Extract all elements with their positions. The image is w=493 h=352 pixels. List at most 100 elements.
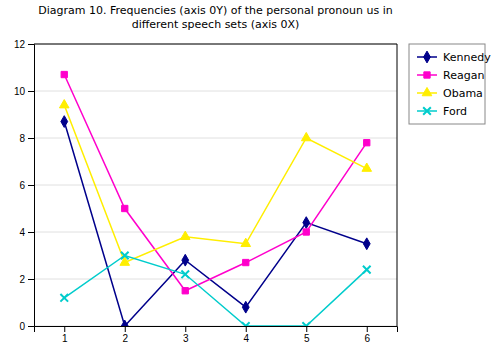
tick-mark <box>28 44 34 45</box>
point <box>241 238 251 246</box>
point <box>242 322 250 326</box>
point <box>363 238 370 250</box>
point <box>61 116 68 128</box>
tick: 4 <box>19 227 34 238</box>
tick-label: 3 <box>183 333 189 344</box>
point <box>243 259 249 265</box>
legend-label: Reagan <box>443 69 484 82</box>
grid <box>34 44 397 326</box>
tick: 0 <box>19 321 34 332</box>
tick-label: 6 <box>19 180 25 191</box>
legend-item: Obama <box>417 87 483 100</box>
point <box>121 252 129 260</box>
point <box>362 163 372 171</box>
legend-symbol <box>423 107 431 115</box>
axis-line <box>35 327 398 333</box>
plot: 123456024681012 <box>14 39 398 344</box>
tick-mark <box>28 185 34 186</box>
point <box>61 71 67 77</box>
point <box>302 322 310 326</box>
chart: Diagram 10. Frequencies (axis 0Y) of the… <box>0 0 493 352</box>
legend-symbol <box>422 87 432 95</box>
grid-line <box>34 232 397 233</box>
y-axis: 0 2 4 6 8 10 12 <box>14 39 35 332</box>
series <box>60 252 370 326</box>
point <box>301 132 311 140</box>
tick: 6 <box>19 180 34 191</box>
point <box>303 217 310 229</box>
frame <box>397 44 398 326</box>
title-line: different speech sets (axis 0X) <box>132 18 300 31</box>
legend-label: Kennedy <box>443 51 491 64</box>
point <box>121 320 128 326</box>
series <box>61 71 370 294</box>
tick-mark <box>28 91 34 92</box>
point <box>122 205 128 211</box>
point <box>242 301 249 313</box>
legend-item: Kennedy <box>417 51 491 64</box>
frame <box>34 44 397 45</box>
grid-line <box>34 44 397 45</box>
point <box>59 100 69 108</box>
legend-item: Ford <box>417 105 467 118</box>
tick-label: 1 <box>62 333 68 344</box>
axis-line <box>28 45 35 327</box>
point <box>60 294 68 302</box>
grid-line <box>34 185 397 186</box>
tick-mark <box>367 326 368 332</box>
title: Diagram 10. Frequencies (axis 0Y) of the… <box>38 4 392 31</box>
tick-label: 12 <box>14 39 26 50</box>
series <box>59 100 371 266</box>
tick-label: 10 <box>14 86 26 97</box>
tick: 2 <box>122 326 128 344</box>
tick-mark <box>64 326 65 332</box>
tick-label: 4 <box>19 227 25 238</box>
grid-line <box>34 279 397 280</box>
tick: 5 <box>304 326 310 344</box>
grid-line <box>34 138 397 139</box>
tick-mark <box>28 326 34 327</box>
x-axis: 1 2 3 4 5 6 <box>35 326 398 344</box>
tick: 10 <box>14 86 34 97</box>
tick-label: 2 <box>19 274 25 285</box>
point <box>303 229 309 235</box>
tick-label: 8 <box>19 133 25 144</box>
legend-item: Reagan <box>417 69 484 82</box>
line <box>64 105 367 262</box>
point <box>364 140 370 146</box>
legend-symbol <box>424 51 431 63</box>
legend-label: Ford <box>443 105 467 118</box>
point <box>363 266 371 274</box>
line <box>64 256 367 327</box>
point <box>181 270 189 278</box>
tick-label: 2 <box>122 333 128 344</box>
tick-mark <box>28 138 34 139</box>
tick-mark <box>185 326 186 332</box>
point <box>182 288 188 294</box>
tick: 6 <box>364 326 370 344</box>
tick-mark <box>246 326 247 332</box>
legend: Kennedy Reagan Obama Ford <box>409 44 491 124</box>
point <box>180 231 190 239</box>
title-line: Diagram 10. Frequencies (axis 0Y) of the… <box>38 4 392 17</box>
tick-mark <box>28 279 34 280</box>
tick: 12 <box>14 39 34 50</box>
legend-label: Obama <box>443 87 483 100</box>
tick-mark <box>306 326 307 332</box>
line <box>64 75 367 291</box>
tick: 4 <box>243 326 249 344</box>
tick-mark <box>28 232 34 233</box>
legend-symbol <box>424 72 430 78</box>
tick-label: 5 <box>304 333 310 344</box>
tick-label: 0 <box>19 321 25 332</box>
grid-line <box>34 91 397 92</box>
tick: 3 <box>183 326 189 344</box>
series-layer <box>59 71 371 326</box>
tick: 1 <box>62 326 68 344</box>
tick-mark <box>125 326 126 332</box>
tick: 2 <box>19 274 34 285</box>
tick-label: 4 <box>243 333 249 344</box>
point <box>182 254 189 266</box>
tick: 8 <box>19 133 34 144</box>
tick-label: 6 <box>364 333 370 344</box>
